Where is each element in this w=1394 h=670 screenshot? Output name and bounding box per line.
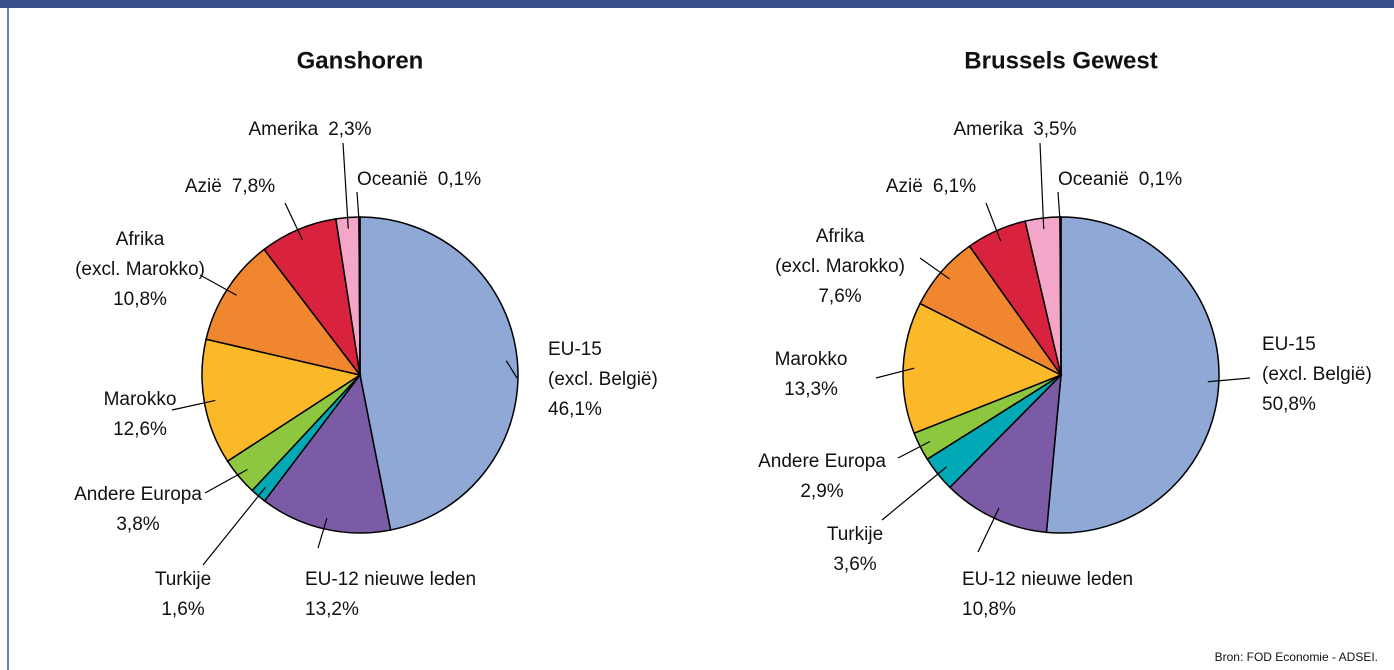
leader-line: [881, 466, 947, 521]
value-label: 3,5%: [1033, 119, 1076, 140]
value-label: 7,6%: [818, 286, 861, 307]
slice-label: Oceanië 0,1%: [1058, 169, 1182, 190]
category-label: Turkije: [155, 569, 211, 590]
category-label: Amerika: [249, 119, 319, 140]
value-label: 2,3%: [328, 119, 371, 140]
category-label: Azië: [185, 176, 222, 197]
value-label: 12,6%: [113, 419, 167, 440]
leader-line: [204, 468, 248, 494]
category-label: Azië: [886, 176, 923, 197]
value-label: 10,8%: [113, 289, 167, 310]
category-label: EU-15: [548, 339, 602, 360]
category-label: Afrika: [116, 229, 165, 250]
pie-slice: [1045, 216, 1220, 534]
value-label: 3,6%: [833, 554, 876, 575]
category-label: Turkije: [827, 524, 883, 545]
category-label: EU-12 nieuwe leden: [962, 569, 1133, 590]
category-label: Andere Europa: [74, 484, 202, 505]
leader-line: [1207, 377, 1251, 383]
value-label: 50,8%: [1262, 394, 1316, 415]
category-label: EU-12 nieuwe leden: [305, 569, 476, 590]
value-label: 2,9%: [800, 481, 843, 502]
leader-line: [284, 202, 303, 241]
leader-line: [985, 202, 1002, 242]
header-bar: [0, 0, 1394, 8]
pie-slice: [359, 216, 519, 531]
leader-line: [171, 399, 216, 411]
slice-label: Amerika 2,3%: [249, 119, 372, 140]
slice-label: Azië 7,8%: [185, 176, 275, 197]
value-label: 0,1%: [1139, 169, 1182, 190]
category-label: (excl. België): [548, 369, 658, 390]
value-label: 1,6%: [161, 599, 204, 620]
leader-line: [199, 274, 237, 296]
value-label: 13,3%: [784, 379, 838, 400]
value-label: 0,1%: [438, 169, 481, 190]
category-label: Amerika: [954, 119, 1024, 140]
leader-line: [919, 257, 951, 280]
pie-slice: [263, 373, 392, 534]
leader-line: [1039, 142, 1045, 230]
category-label: EU-15: [1262, 334, 1316, 355]
category-label: Oceanië: [1058, 169, 1129, 190]
slice-label: Azië 6,1%: [886, 176, 976, 197]
leader-line: [505, 360, 518, 379]
value-label: 13,2%: [305, 599, 359, 620]
leader-line: [1057, 191, 1062, 229]
pie-slice: [358, 216, 361, 376]
pie-slice: [902, 302, 1063, 435]
category-label: Andere Europa: [758, 451, 886, 472]
category-label: Afrika: [816, 226, 865, 247]
category-label: Oceanië: [357, 169, 428, 190]
category-label: (excl. Marokko): [75, 259, 205, 280]
pie-slice: [205, 248, 362, 377]
value-label: 46,1%: [548, 399, 602, 420]
slice-label: Oceanië 0,1%: [357, 169, 481, 190]
category-label: Marokko: [775, 349, 848, 370]
leader-line: [875, 367, 915, 379]
leader-line: [356, 191, 361, 229]
pie-slice: [1059, 216, 1062, 376]
leader-line: [342, 142, 349, 229]
value-label: 10,8%: [962, 599, 1016, 620]
leader-line: [317, 518, 328, 549]
category-label: Marokko: [104, 389, 177, 410]
slice-label: Amerika 3,5%: [954, 119, 1077, 140]
leader-line: [202, 487, 266, 566]
leader-line: [897, 440, 931, 459]
source: Bron: FOD Economie - ADSEI.: [1215, 650, 1378, 664]
value-label: 6,1%: [933, 176, 976, 197]
chart-title: Ganshoren: [297, 47, 424, 74]
category-label: (excl. Marokko): [775, 256, 905, 277]
value-label: 7,8%: [232, 176, 275, 197]
value-label: 3,8%: [116, 514, 159, 535]
chart-title: Brussels Gewest: [964, 47, 1157, 74]
category-label: (excl. België): [1262, 364, 1372, 385]
leader-line: [977, 507, 1000, 553]
